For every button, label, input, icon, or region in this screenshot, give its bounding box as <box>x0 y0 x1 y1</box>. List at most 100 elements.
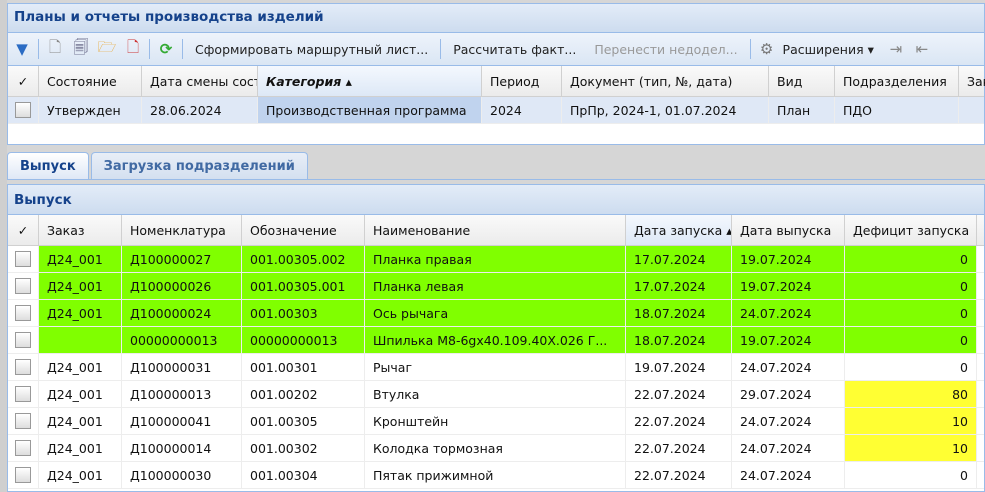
delete-document-icon[interactable]: 🗋 <box>126 37 140 56</box>
table-cell: 24.07.2024 <box>732 300 845 326</box>
column-header[interactable]: Зак <box>959 66 985 96</box>
tab-department-load[interactable]: Загрузка подразделений <box>90 152 308 179</box>
table-row[interactable]: Д24_001 Д100000026 001.00305.001 Планка лев… <box>8 273 984 300</box>
table-row[interactable]: Д24_001 Д100000024 001.00303 Ось рычага 18.0… <box>8 300 984 327</box>
table-row[interactable]: Д24_001 Д100000041 001.00305 Кронштейн 22.07… <box>8 408 984 435</box>
row-checkbox-cell[interactable] <box>8 462 39 488</box>
column-header[interactable]: Дата выпуска <box>732 215 845 245</box>
row-checkbox-cell[interactable] <box>8 435 39 461</box>
row-checkbox-cell[interactable] <box>8 273 39 299</box>
filter-icon[interactable]: ▼ <box>16 40 28 58</box>
column-header[interactable]: Заказ <box>39 215 122 245</box>
open-folder-icon[interactable]: 🗁 <box>97 37 117 56</box>
column-header[interactable]: Дефицит запуска <box>845 215 977 245</box>
row-checkbox[interactable] <box>15 467 31 483</box>
table-cell: Д24_001 <box>39 381 122 407</box>
table-cell: Д24_001 <box>39 462 122 488</box>
column-header[interactable]: Подразделения <box>835 66 959 96</box>
column-header[interactable]: Дата запуска ▴ <box>626 215 732 245</box>
row-checkbox-cell[interactable] <box>8 97 39 123</box>
column-header[interactable]: Состояние <box>39 66 142 96</box>
table-cell: 001.00305 <box>242 408 365 434</box>
route-sheet-button[interactable]: Сформировать маршрутный лист... <box>195 41 429 57</box>
tab-output[interactable]: Выпуск <box>7 152 89 179</box>
import-icon[interactable]: ⇤ <box>915 40 929 58</box>
table-row[interactable]: Д24_001 Д100000031 001.00301 Рычаг 19.07.202… <box>8 354 984 381</box>
table-cell: Д100000031 <box>122 354 242 380</box>
table-cell: 19.07.2024 <box>732 246 845 272</box>
table-cell: 24.07.2024 <box>732 435 845 461</box>
row-checkbox-cell[interactable] <box>8 327 39 353</box>
column-header[interactable]: Вид <box>769 66 835 96</box>
row-checkbox[interactable] <box>15 278 31 294</box>
table-cell: 00000000013 <box>122 327 242 353</box>
table-cell: Д100000013 <box>122 381 242 407</box>
table-row[interactable]: Д24_001 Д100000013 001.00202 Втулка 22.07.20… <box>8 381 984 408</box>
table-cell: План <box>769 97 835 123</box>
table-cell: 19.07.2024 <box>732 327 845 353</box>
transfer-button[interactable]: Перенести недодел... <box>594 41 738 57</box>
column-header[interactable]: Номенклатура <box>122 215 242 245</box>
output-grid-body: Д24_001 Д100000027 001.00305.002 Планка пра… <box>8 246 984 489</box>
row-checkbox[interactable] <box>15 413 31 429</box>
table-cell: Д100000026 <box>122 273 242 299</box>
table-cell: 001.00202 <box>242 381 365 407</box>
new-document-icon[interactable]: 🗋 <box>48 37 62 56</box>
column-header[interactable]: Наименование <box>365 215 626 245</box>
table-cell: 2024 <box>482 97 562 123</box>
table-cell: Д24_001 <box>39 435 122 461</box>
column-header[interactable]: Категория ▴ <box>258 66 482 96</box>
table-cell: 22.07.2024 <box>626 408 732 434</box>
table-row[interactable]: Д24_001 Д100000027 001.00305.002 Планка пра… <box>8 246 984 273</box>
row-checkbox-cell[interactable] <box>8 408 39 434</box>
table-cell: Втулка <box>365 381 626 407</box>
select-all-header[interactable]: ✓ <box>8 215 39 245</box>
table-row[interactable]: Д24_001 Д100000030 001.00304 Пятак прижимно… <box>8 462 984 489</box>
table-cell: Кронштейн <box>365 408 626 434</box>
calc-fact-button[interactable]: Рассчитать факт... <box>453 41 577 57</box>
table-cell: Колодка тормозная <box>365 435 626 461</box>
table-cell: 001.00303 <box>242 300 365 326</box>
extensions-button[interactable]: Расширения ▾ <box>782 41 874 57</box>
export-icon[interactable]: ⇥ <box>889 40 903 58</box>
row-checkbox-cell[interactable] <box>8 300 39 326</box>
table-cell: 17.07.2024 <box>626 273 732 299</box>
table-cell <box>959 97 985 123</box>
table-row[interactable]: Утвержден 28.06.2024 Производственная прог… <box>8 97 984 124</box>
plans-panel: Планы и отчеты производства изделий ▼ 🗋 … <box>7 3 985 145</box>
table-cell: 0 <box>845 354 977 380</box>
table-cell: Пятак прижимной <box>365 462 626 488</box>
refresh-icon[interactable]: ⟳ <box>159 40 173 58</box>
row-checkbox-cell[interactable] <box>8 246 39 272</box>
row-checkbox[interactable] <box>15 359 31 375</box>
row-checkbox-cell[interactable] <box>8 354 39 380</box>
table-cell: 24.07.2024 <box>732 408 845 434</box>
column-header[interactable]: Период <box>482 66 562 96</box>
table-row[interactable]: Д24_001 Д100000014 001.00302 Колодка тормоз… <box>8 435 984 462</box>
table-cell: Ось рычага <box>365 300 626 326</box>
table-cell: 22.07.2024 <box>626 462 732 488</box>
row-checkbox[interactable] <box>15 305 31 321</box>
left-splitter[interactable] <box>0 0 7 492</box>
row-checkbox[interactable] <box>15 332 31 348</box>
row-checkbox-cell[interactable] <box>8 381 39 407</box>
column-header[interactable]: Документ (тип, №, дата) <box>562 66 769 96</box>
table-row[interactable]: 00000000013 00000000013 Шпилька М8-6gx40.1… <box>8 327 984 354</box>
separator <box>38 39 39 59</box>
output-title: Выпуск <box>8 185 984 215</box>
tab-bar: Выпуск Загрузка подразделений <box>7 152 985 180</box>
table-cell: 24.07.2024 <box>732 354 845 380</box>
row-checkbox[interactable] <box>15 251 31 267</box>
edit-document-icon[interactable]: 🗐 <box>73 37 89 56</box>
row-checkbox[interactable] <box>15 386 31 402</box>
table-cell: 18.07.2024 <box>626 327 732 353</box>
output-grid-header: ✓ Заказ Номенклатура Обозначение Наименовани… <box>8 215 984 246</box>
select-all-header[interactable]: ✓ <box>8 66 39 96</box>
row-checkbox[interactable] <box>15 102 31 118</box>
column-header[interactable]: Дата смены состояния <box>142 66 258 96</box>
table-cell: 17.07.2024 <box>626 246 732 272</box>
table-cell: Д24_001 <box>39 408 122 434</box>
row-checkbox[interactable] <box>15 440 31 456</box>
column-header[interactable]: Обозначение <box>242 215 365 245</box>
